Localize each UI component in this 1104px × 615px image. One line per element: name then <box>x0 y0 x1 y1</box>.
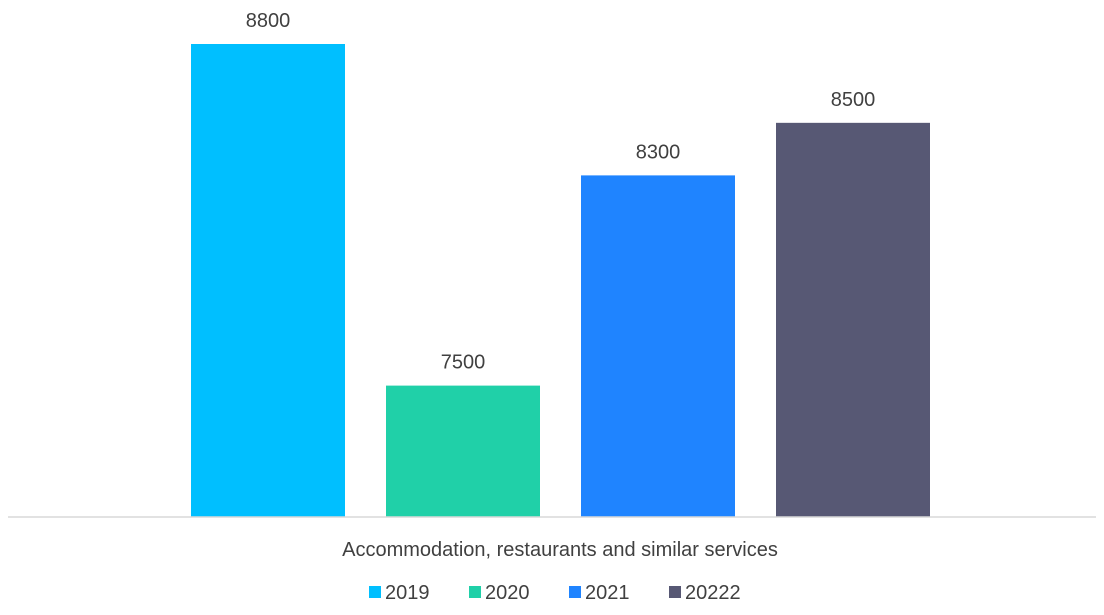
bar-2021 <box>581 175 735 517</box>
legend-swatch-2020 <box>469 586 481 598</box>
legend-item-2019: 2019 <box>369 582 430 604</box>
legend-swatch-20222 <box>669 586 681 598</box>
bar-2020 <box>386 385 540 517</box>
data-label-20222: 8500 <box>831 89 876 111</box>
legend-label-2020: 2020 <box>485 582 530 604</box>
category-label: Accommodation, restaurants and similar s… <box>342 539 778 561</box>
legend-item-2021: 2021 <box>569 582 630 604</box>
legend-item-20222: 20222 <box>669 582 741 604</box>
data-label-2020: 7500 <box>441 352 486 374</box>
legend-item-2020: 2020 <box>469 582 530 604</box>
data-label-2019: 8800 <box>246 10 291 32</box>
legend-label-2019: 2019 <box>385 582 430 604</box>
legend: 2019 2020 2021 20222 <box>369 582 741 604</box>
bars-layer <box>191 44 930 517</box>
bar-20222 <box>776 122 930 517</box>
legend-label-20222: 20222 <box>685 582 741 604</box>
legend-swatch-2021 <box>569 586 581 598</box>
legend-swatch-2019 <box>369 586 381 598</box>
bar-2019 <box>191 44 345 517</box>
data-label-2021: 8300 <box>636 141 681 163</box>
legend-label-2021: 2021 <box>585 582 630 604</box>
data-labels-layer: 8800 7500 8300 8500 <box>246 10 876 374</box>
